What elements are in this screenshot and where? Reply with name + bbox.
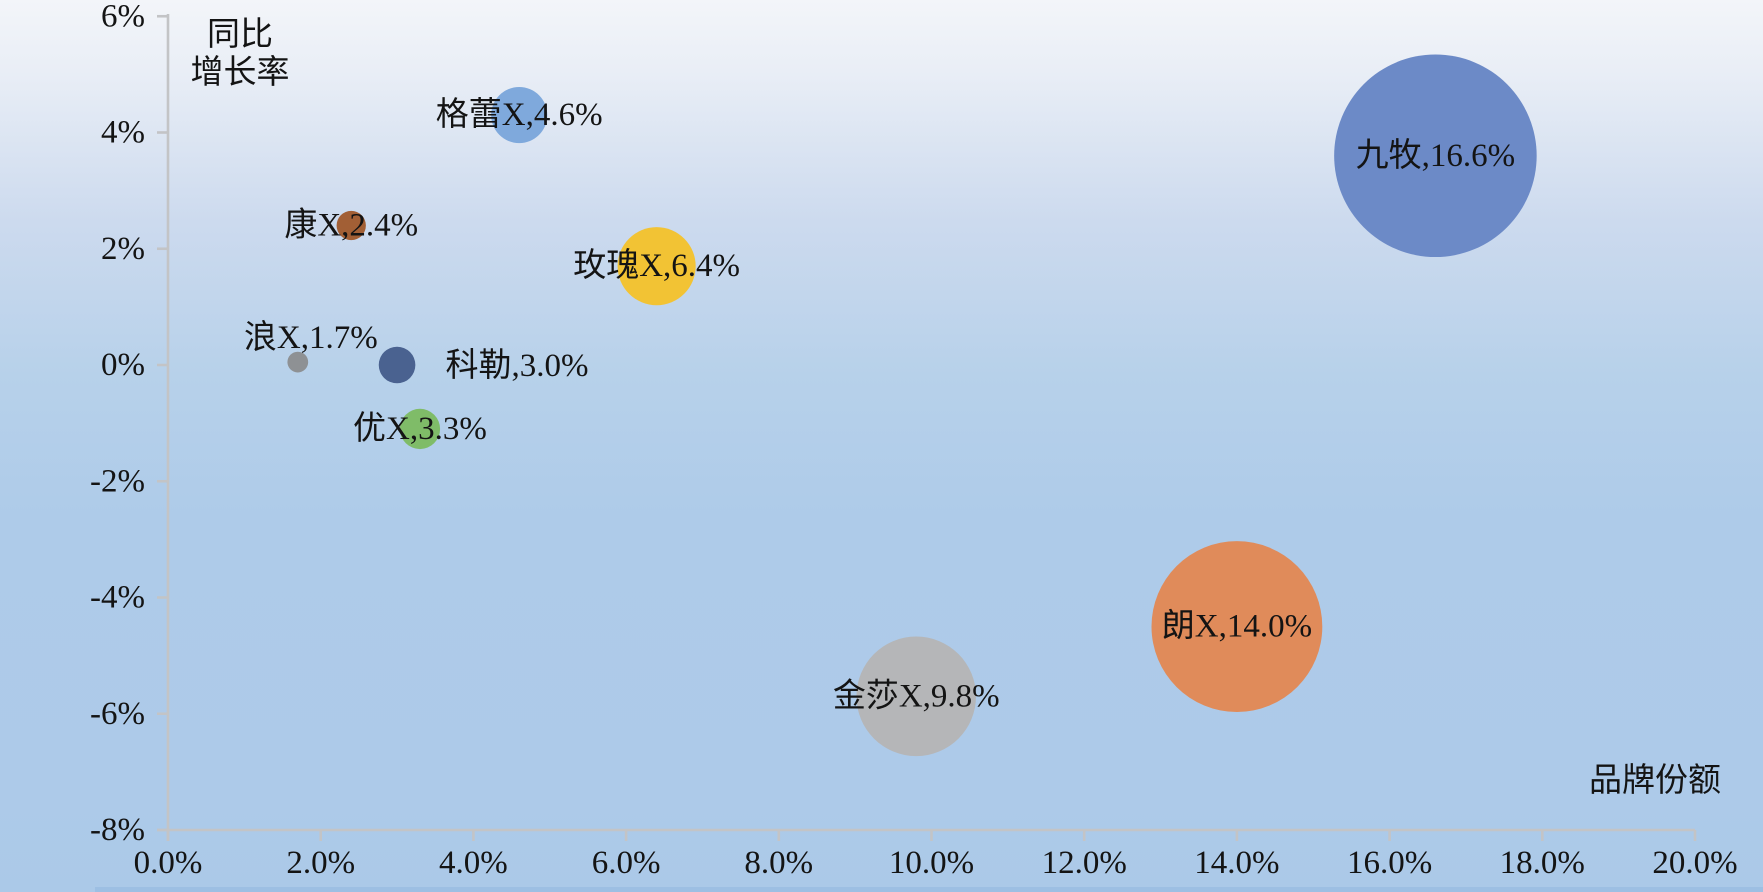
bubble-label-朗X: 朗X,14.0% [1162,609,1312,645]
bubble-label-康X: 康X,2.4% [284,207,418,244]
bubble-label-金莎X: 金莎X,9.8% [833,677,1000,714]
bubble-浪X [287,351,309,373]
x-tick-label-10.0%: 10.0% [889,845,974,881]
bubble-朗X [1151,541,1323,712]
x-tick-label-2.0%: 2.0% [286,845,355,881]
y-axis-title-line-2: 增长率 [191,54,290,91]
bubble-优X [399,408,441,450]
y-axis-title-line-1: 同比 [207,17,273,53]
x-tick-label-20.0%: 20.0% [1652,845,1737,881]
y-tick-label-0%: 0% [101,347,145,383]
x-tick-label-8.0%: 8.0% [744,845,813,881]
bubble-label-格蕾X: 格蕾X,4.6% [436,96,603,133]
bubble-康X [336,210,366,241]
x-tick-label-0.0%: 0.0% [134,845,203,881]
x-tick-label-16.0%: 16.0% [1347,845,1432,881]
bubble-label-浪X: 浪X,1.7% [244,319,378,356]
x-tick-label-6.0%: 6.0% [592,845,661,881]
x-tick-label-12.0%: 12.0% [1042,845,1127,881]
bubble-科勒 [378,346,416,384]
y-tick-label-4%: 4% [101,115,145,151]
bubble-label-九牧: 九牧,16.6% [1356,137,1516,174]
bubble-label-科勒: 科勒,3.0% [446,347,589,384]
bubble-label-玫瑰X: 玫瑰X,6.4% [573,247,740,284]
bubble-金莎X [856,636,977,757]
bubble-玫瑰X [617,227,696,306]
y-tick-label--6%: -6% [90,696,145,732]
y-tick-label--2%: -2% [90,463,145,499]
x-tick-label-18.0%: 18.0% [1500,845,1585,881]
x-tick-label-4.0%: 4.0% [439,845,508,881]
x-tick-label-14.0%: 14.0% [1194,845,1279,881]
bubble-九牧 [1334,54,1537,258]
y-tick-label-6%: 6% [101,0,145,34]
y-tick-label--8%: -8% [90,812,145,848]
bottom-edge-strip [95,887,1763,892]
x-axis-title: 品牌份额 [1589,762,1721,799]
y-tick-label--4%: -4% [90,580,145,616]
y-tick-label-2%: 2% [101,231,145,267]
bubble-格蕾X [491,87,548,144]
bubble-label-优X: 优X,3.3% [353,410,487,447]
